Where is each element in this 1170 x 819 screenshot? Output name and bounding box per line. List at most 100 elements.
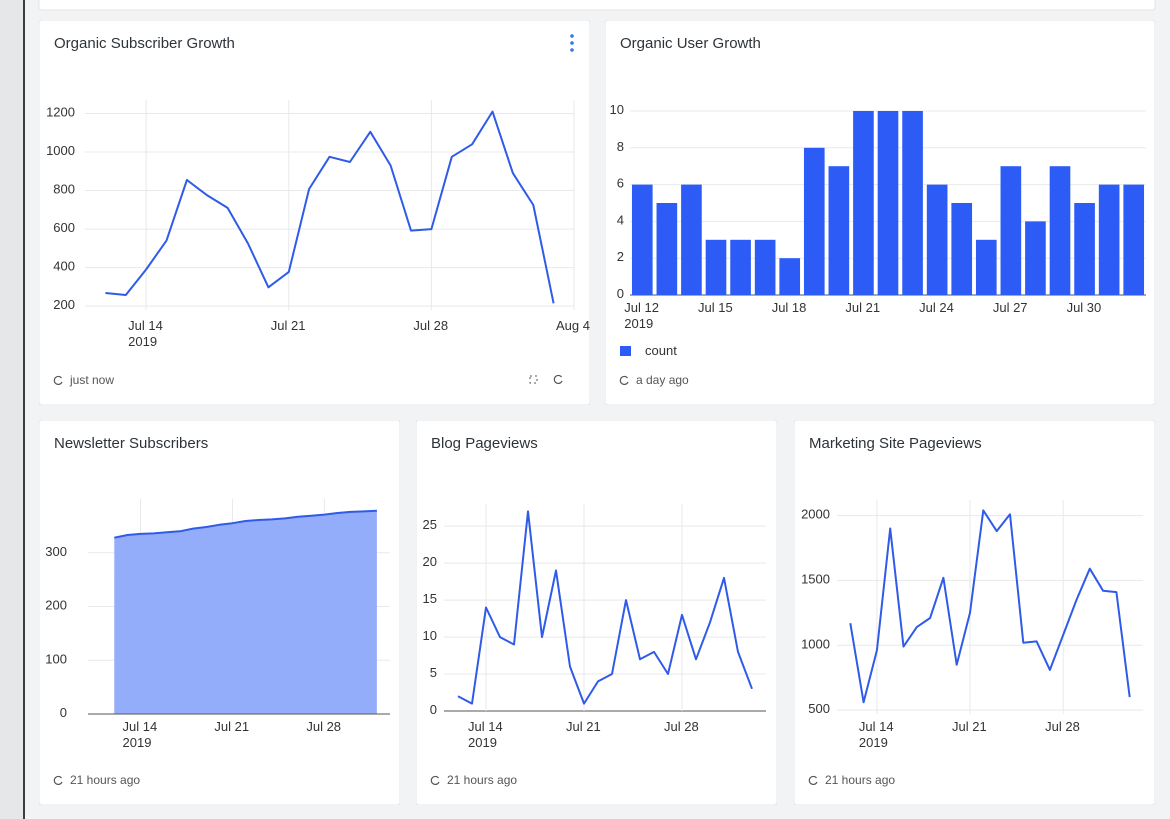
y-tick-label: 200 [45,598,67,613]
line [849,509,1131,704]
y-tick-label: 25 [423,518,437,533]
bar [705,239,727,295]
y-tick-label: 10 [610,102,624,117]
bar [681,184,702,295]
sidebar [0,0,23,819]
bar [1049,166,1071,295]
fullscreen-icon[interactable] [529,375,538,384]
y-tick-label: 4 [617,213,624,228]
area [114,510,377,714]
y-tick-label: 6 [617,176,624,191]
bar [853,111,874,295]
y-tick-label: 800 [53,182,75,197]
x-tick-label: Jul 14 2019 [859,719,894,750]
y-tick-label: 2000 [801,507,830,522]
x-tick-label: Jul 28 [413,318,448,333]
y-tick-label: 20 [423,555,437,570]
x-tick-label: Jul 14 2019 [123,719,158,750]
bar [1098,184,1120,295]
card-bg [416,420,777,805]
bar [1025,221,1046,295]
y-tick-label: 0 [60,705,67,720]
card-partial [38,0,1156,11]
bar [1074,203,1095,295]
bar [754,239,776,295]
bar [656,203,678,295]
bar [1000,166,1022,295]
x-tick-label: Jul 28 [664,719,699,734]
y-tick-label: 600 [53,221,75,236]
refreshed-label: 21 hours ago [825,773,895,787]
y-tick-label: 500 [808,702,830,717]
refresh-icon[interactable] [430,775,440,786]
card-title: Marketing Site Pageviews [809,435,982,452]
refreshed-label: just now [69,373,114,387]
y-tick-label: 0 [430,702,437,717]
y-tick-label: 1000 [801,637,830,652]
card-bg [39,20,590,405]
y-tick-label: 1200 [46,105,75,120]
x-tick-label: Jul 21 [566,719,601,734]
refreshed-label: 21 hours ago [70,773,140,787]
x-tick-label: Jul 27 [993,300,1028,315]
line [114,509,377,539]
y-tick-label: 100 [45,652,67,667]
bar [631,184,653,295]
line [105,110,555,304]
x-tick-label: Jul 28 [306,719,341,734]
card-title: Newsletter Subscribers [54,435,208,452]
x-tick-label: Jul 14 2019 [468,719,503,750]
refresh-button[interactable] [553,374,563,385]
card: Organic User Growth a day ago 0 2 4 6 8 10 Jul 1… [605,20,1155,405]
x-tick-label: Jul 12 2019 [624,300,659,331]
bar [779,258,801,295]
card: Marketing Site Pageviews 21 hours ago 500 1… [794,420,1155,805]
y-tick-label: 5 [430,665,437,680]
x-tick-label: Jul 21 [271,318,306,333]
y-tick-label: 1500 [801,572,830,587]
legend-swatch [620,346,631,356]
x-tick-label: Jul 21 [214,719,249,734]
bar [730,239,751,295]
y-tick-label: 0 [617,286,624,301]
card: Organic Subscriber Growth just now 200 400 6… [39,20,590,405]
x-tick-label: Jul 21 [952,719,987,734]
card-title: Organic Subscriber Growth [54,35,235,52]
line [457,510,753,705]
bar [926,184,948,295]
refresh-icon[interactable] [53,775,63,786]
y-tick-label: 1000 [46,143,75,158]
card-title: Organic User Growth [620,35,761,52]
x-tick-label: Jul 21 [845,300,880,315]
bar [877,111,899,295]
x-tick-label: Jul 28 [1045,719,1080,734]
bar [828,166,850,295]
menu-dot[interactable] [570,48,574,52]
refresh-icon[interactable] [619,375,629,386]
bar [1123,184,1145,295]
sidebar-edge [23,0,25,819]
x-tick-label: Jul 14 2019 [128,318,163,349]
legend-label: count [645,343,677,358]
refreshed-label: a day ago [636,373,689,387]
bar [803,147,825,295]
menu-dot[interactable] [570,41,574,45]
bar [975,239,997,295]
card: Newsletter Subscribers 21 hours ago 0 100 20… [39,420,400,805]
y-tick-label: 15 [423,592,437,607]
y-tick-label: 400 [53,259,75,274]
card-bg [794,420,1155,805]
refreshed-label: 21 hours ago [447,773,517,787]
y-tick-label: 10 [423,629,437,644]
x-tick-label: Jul 30 [1067,300,1102,315]
menu-dot[interactable] [570,34,574,38]
x-tick-label: Jul 24 [919,300,954,315]
refresh-icon[interactable] [808,775,818,786]
x-tick-label: Jul 15 [698,300,733,315]
y-tick-label: 200 [53,298,75,313]
x-tick-label: Aug 4 [556,318,590,333]
refresh-icon[interactable] [53,375,63,386]
y-tick-label: 300 [45,544,67,559]
